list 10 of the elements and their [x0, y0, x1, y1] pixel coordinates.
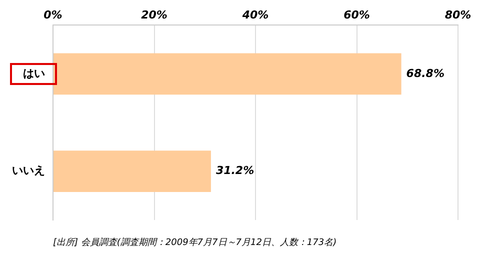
- data-label: 31.2%: [216, 164, 254, 178]
- text: [出所] 会員調査(調査期間：2009年7月7日～7月12日、人数：173名): [53, 237, 337, 248]
- y-tick-label: はい: [23, 66, 45, 80]
- y-tick-label: いいえ: [12, 164, 45, 178]
- data-label: 68.8%: [406, 66, 444, 80]
- x-tick-label: 20%: [141, 8, 168, 22]
- x-tick-label: 0%: [44, 8, 62, 22]
- x-tick-label: 60%: [344, 8, 370, 22]
- x-tick-label: 40%: [241, 8, 269, 22]
- x-tick-label: 80%: [444, 8, 472, 22]
